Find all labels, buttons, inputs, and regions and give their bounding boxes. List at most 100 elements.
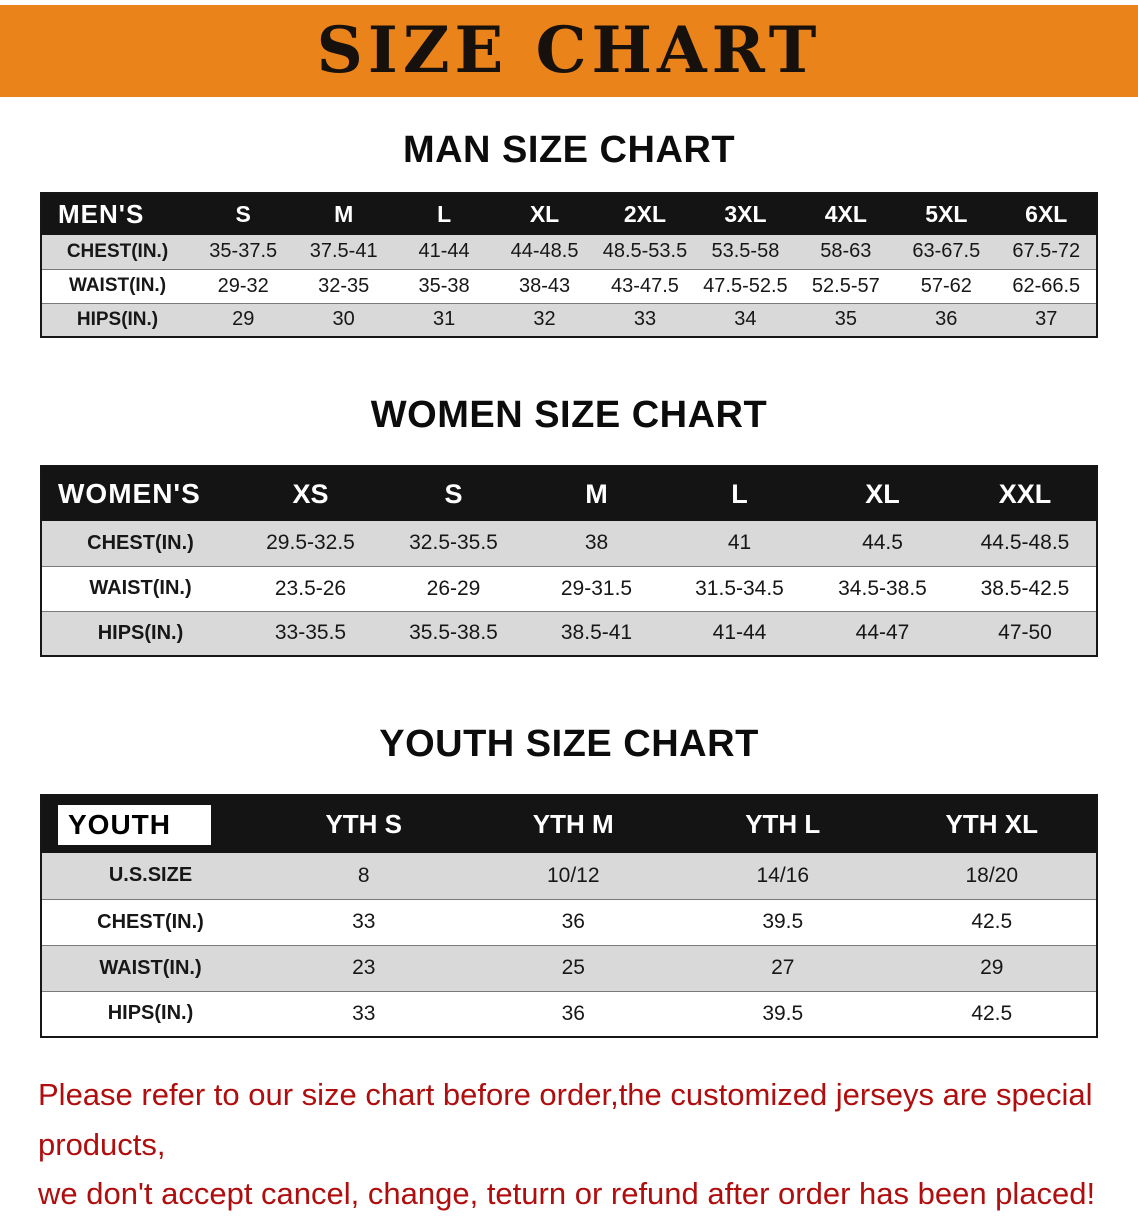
table-body: CHEST(IN.) 29.5-32.5 32.5-35.5 38 41 44.5 44.5…: [41, 521, 1097, 656]
size-value: 34.5-38.5: [838, 576, 927, 600]
size-value: 32.5-35.5: [409, 531, 498, 555]
size-value: 47.5-52.5: [703, 274, 788, 297]
table-header-row: YOUTH YTH S YTH M YTH L YTH XL: [41, 795, 1097, 853]
table-group-label: MEN'S: [41, 193, 193, 235]
size-value: 67.5-72: [1012, 240, 1081, 263]
header-cell-text: YOUTH: [58, 804, 211, 845]
size-value: 41-44: [418, 240, 470, 263]
size-value: 10/12: [546, 863, 600, 887]
size-column-header: L: [668, 466, 811, 521]
table-row: WAIST(IN.) 29-32 32-35 35-38 38-43 43-47.5 47.…: [41, 269, 1097, 303]
header-cell-text: XS: [292, 478, 329, 509]
table-row: WAIST(IN.) 23 25 27 29: [41, 945, 1097, 991]
header-cell-text: YTH L: [745, 809, 821, 839]
size-value: 34: [734, 308, 757, 331]
header-cell-text: MEN'S: [58, 199, 145, 229]
size-value: 37: [1035, 308, 1058, 331]
size-value: 35-37.5: [209, 240, 278, 263]
size-column-header: M: [525, 466, 668, 521]
row-label: HIPS(IN.): [107, 1002, 194, 1025]
size-column-header: 6XL: [997, 193, 1098, 235]
header-cell-text: M: [585, 478, 608, 509]
size-value: 23.5-26: [274, 576, 347, 600]
size-column-header: M: [293, 193, 393, 235]
size-value: 33: [352, 910, 376, 933]
size-value: 29-31.5: [560, 576, 633, 600]
size-value: 62-66.5: [1012, 274, 1081, 297]
women-size-chart-section: WOMEN SIZE CHART WOMEN'S XS S M L XL XXL CHEST…: [0, 394, 1138, 657]
header-cell-text: 2XL: [623, 201, 667, 227]
size-value: 36: [561, 910, 585, 933]
size-value: 32-35: [318, 274, 370, 297]
size-value: 58-63: [820, 240, 872, 263]
size-column-header: 3XL: [695, 193, 795, 235]
size-column-header: S: [382, 466, 525, 521]
row-label: WAIST(IN.): [89, 577, 192, 599]
table-row: CHEST(IN.) 35-37.5 37.5-41 41-44 44-48.5 48.5…: [41, 235, 1097, 269]
size-value: 39.5: [762, 1001, 804, 1025]
size-column-header: YTH M: [469, 795, 679, 853]
size-column-header: YTH S: [259, 795, 469, 853]
size-value: 36: [561, 1001, 585, 1025]
row-label: HIPS(IN.): [76, 308, 159, 330]
order-disclaimer: Please refer to our size chart before or…: [38, 1070, 1100, 1219]
size-column-header: YTH L: [678, 795, 888, 853]
size-column-header: 4XL: [796, 193, 896, 235]
table-row: U.S.SIZE 8 10/12 14/16 18/20: [41, 853, 1097, 899]
youth-size-table: YOUTH YTH S YTH M YTH L YTH XL U.S.SIZE 8 10/1…: [40, 794, 1098, 1038]
table-group-label: YOUTH: [41, 795, 259, 853]
header-cell-text: XL: [529, 201, 560, 227]
women-size-table: WOMEN'S XS S M L XL XXL CHEST(IN.) 29.5-32.5 32.…: [40, 465, 1098, 657]
table-body: CHEST(IN.) 35-37.5 37.5-41 41-44 44-48.5 48.5…: [41, 235, 1097, 337]
header-cell-text: 6XL: [1025, 201, 1068, 227]
table-row: CHEST(IN.) 29.5-32.5 32.5-35.5 38 41 44.5 44.5…: [41, 521, 1097, 566]
size-value: 27: [771, 956, 795, 979]
size-value: 53.5-58: [711, 240, 780, 263]
size-value: 44.5-48.5: [980, 531, 1070, 555]
size-value: 8: [357, 863, 370, 887]
header-cell-text: XL: [865, 478, 900, 509]
size-value: 25: [561, 956, 585, 979]
size-column-header: XXL: [954, 466, 1097, 521]
size-value: 35-38: [418, 274, 470, 297]
size-column-header: XL: [494, 193, 594, 235]
size-value: 33: [352, 1001, 376, 1025]
size-value: 35.5-38.5: [409, 621, 498, 645]
row-label: WAIST(IN.): [99, 956, 202, 979]
size-value: 43-47.5: [611, 274, 679, 297]
size-column-header: YTH XL: [888, 795, 1098, 853]
size-value: 32: [533, 308, 556, 331]
size-value: 41: [727, 531, 752, 555]
man-size-chart-section: MAN SIZE CHART MEN'S S M L XL 2XL 3XL 4XL 5XL 6XL…: [0, 129, 1138, 338]
header-cell-text: YTH M: [532, 809, 614, 839]
header-cell-text: YTH XL: [945, 809, 1038, 839]
table-header-row: MEN'S S M L XL 2XL 3XL 4XL 5XL 6XL: [41, 193, 1097, 235]
size-value: 36: [935, 308, 958, 331]
row-label: HIPS(IN.): [97, 621, 184, 644]
size-column-header: L: [394, 193, 494, 235]
size-value: 42.5: [971, 1001, 1013, 1025]
size-value: 31.5-34.5: [695, 576, 784, 600]
row-label: WAIST(IN.): [68, 275, 167, 296]
size-value: 23: [352, 956, 376, 979]
table-row: HIPS(IN.) 33 36 39.5 42.5: [41, 991, 1097, 1037]
size-value: 44-47: [855, 621, 910, 645]
size-value: 29: [980, 956, 1004, 979]
size-value: 33-35.5: [274, 621, 347, 645]
section-title-man: MAN SIZE CHART: [402, 129, 736, 171]
header-cell-text: S: [235, 201, 251, 227]
size-column-header: S: [193, 193, 293, 235]
youth-size-chart-section: YOUTH SIZE CHART YOUTH YTH S YTH M YTH L YTH…: [0, 723, 1138, 1038]
size-value: 48.5-53.5: [602, 240, 688, 263]
table-row: HIPS(IN.) 33-35.5 35.5-38.5 38.5-41 41-44 44-…: [41, 611, 1097, 656]
size-value: 29: [232, 308, 255, 331]
size-value: 29.5-32.5: [266, 531, 355, 555]
table-row: HIPS(IN.) 29 30 31 32 33 34 35 36 37: [41, 303, 1097, 337]
size-value: 38: [584, 531, 609, 555]
header-cell-text: S: [444, 478, 463, 509]
size-value: 31: [432, 308, 456, 331]
row-label: CHEST(IN.): [87, 531, 194, 554]
men-size-table: MEN'S S M L XL 2XL 3XL 4XL 5XL 6XL CHEST(IN.) 35-3…: [40, 192, 1098, 338]
header-cell-text: YTH S: [325, 809, 403, 839]
row-label: CHEST(IN.): [66, 240, 169, 262]
